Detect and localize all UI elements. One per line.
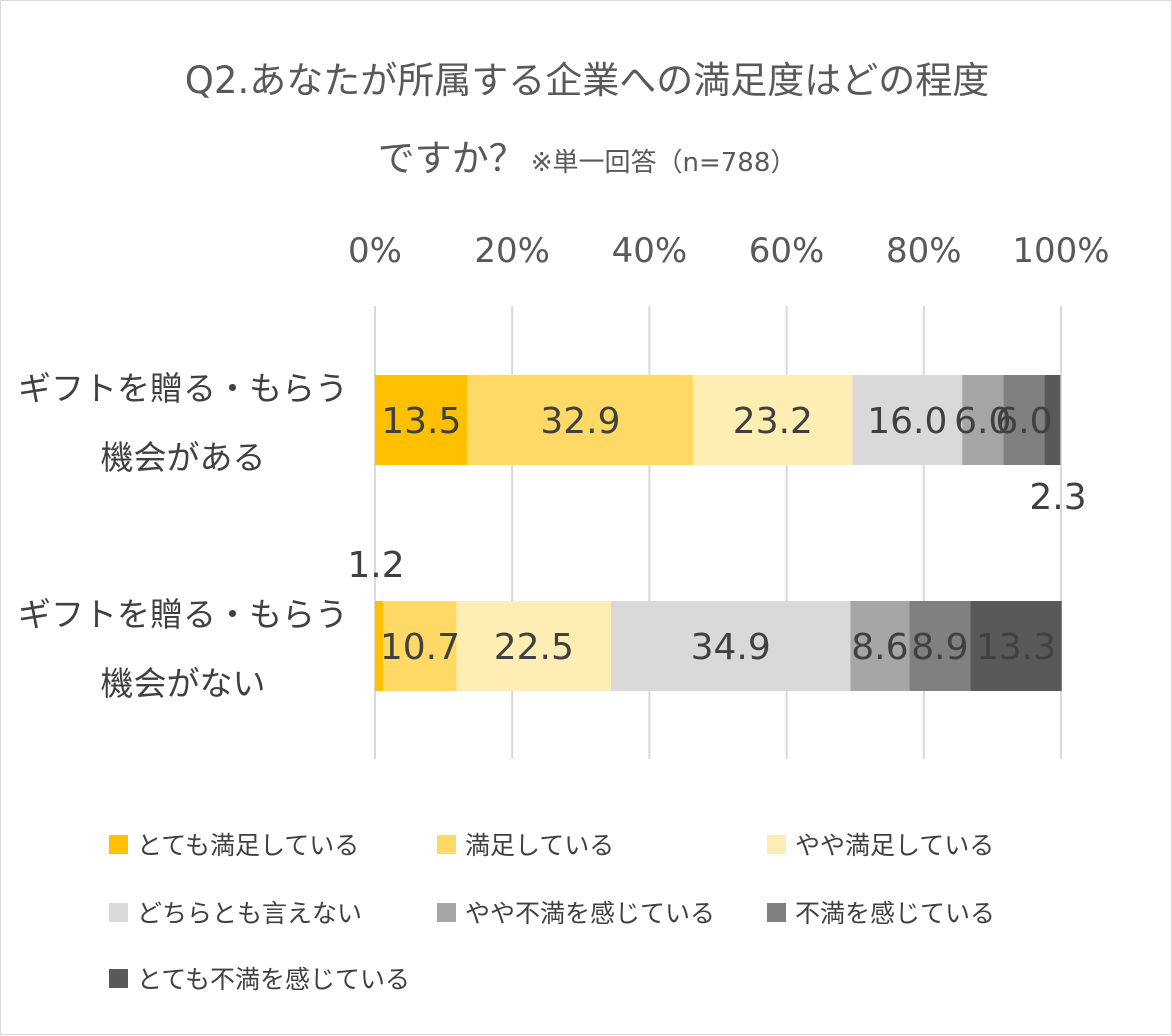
legend-swatch (437, 835, 456, 854)
data-label: 6.0 (995, 401, 1052, 442)
gridlines (374, 306, 1062, 759)
legend-item: やや満足している (767, 831, 994, 860)
category-label: ギフトを贈る・もらう (18, 369, 348, 408)
data-label: 1.2 (347, 545, 404, 586)
data-label: 16.0 (867, 401, 947, 442)
legend-item: やや不満を感じている (437, 899, 715, 928)
bar-segment (909, 601, 971, 691)
data-label: 2.3 (1029, 477, 1086, 518)
legend-swatch (437, 903, 456, 922)
legend-label: 満足している (465, 831, 614, 860)
data-label: 8.6 (851, 627, 908, 668)
data-label: 22.5 (494, 627, 574, 668)
x-tick-label: 80% (886, 231, 962, 271)
x-axis-ticks: 0% 20% 40% 60% 80% 100% (348, 231, 1110, 271)
chart-title-line2-group: ですか？ ※単一回答（n=788） (378, 137, 797, 180)
legend-label: やや不満を感じている (465, 899, 715, 928)
bar-segment (375, 601, 384, 691)
legend-swatch (767, 903, 786, 922)
x-tick-label: 20% (474, 231, 550, 271)
bar-segment (1044, 375, 1061, 465)
legend-label: 不満を感じている (795, 899, 995, 928)
bar-segment (970, 601, 1062, 691)
data-label: 32.9 (540, 401, 620, 442)
legend-item: とても満足している (109, 831, 359, 860)
bar-segment (693, 375, 853, 465)
legend-swatch (109, 903, 128, 922)
bar-segment (610, 601, 851, 691)
data-label: 34.9 (691, 627, 771, 668)
data-label: 13.3 (976, 627, 1056, 668)
legend-label: やや満足している (795, 831, 994, 860)
bar-segment (456, 601, 611, 691)
bar-segment (467, 375, 694, 465)
legend-label: どちらとも言えない (137, 899, 362, 928)
data-label: 23.2 (733, 401, 813, 442)
legend-item: 不満を感じている (767, 899, 995, 928)
x-tick-label: 40% (612, 231, 688, 271)
x-tick-label: 100% (1012, 231, 1109, 271)
bar-segment (962, 375, 1004, 465)
bars (375, 375, 1062, 691)
legend-item: 満足している (437, 831, 614, 860)
category-label: ギフトを贈る・もらう (18, 595, 348, 634)
data-labels: 13.5 32.9 23.2 16.0 6.06.02.31.210.7 22.5 34.9… (347, 401, 1086, 668)
x-tick-label: 0% (348, 231, 402, 271)
bar-segment (375, 375, 468, 465)
legend-swatch (109, 835, 128, 854)
legend-swatch (767, 835, 786, 854)
legend-swatch (109, 969, 128, 988)
data-label: 8.9 (911, 627, 968, 668)
data-label: 6.0 (954, 401, 1011, 442)
bar-segment (1003, 375, 1045, 465)
legend-item: とても不満を感じている (109, 965, 410, 994)
data-label: 10.7 (380, 627, 460, 668)
x-tick-label: 60% (749, 231, 825, 271)
legend-item: どちらとも言えない (109, 899, 362, 928)
bar-segment (383, 601, 457, 691)
category-label: 機会がある (101, 438, 266, 477)
data-label: 13.5 (381, 401, 461, 442)
chart-title-note: ※単一回答（n=788） (531, 148, 797, 178)
chart-title-line1: Q2.あなたが所属する企業への満足度はどの程度 (185, 59, 989, 102)
bar-segment (850, 601, 910, 691)
legend-label: とても満足している (137, 831, 359, 860)
legend-label: とても不満を感じている (137, 965, 410, 994)
bar-segment (852, 375, 963, 465)
category-label: 機会がない (101, 664, 266, 703)
chart-title-line2: ですか？ (378, 137, 526, 180)
